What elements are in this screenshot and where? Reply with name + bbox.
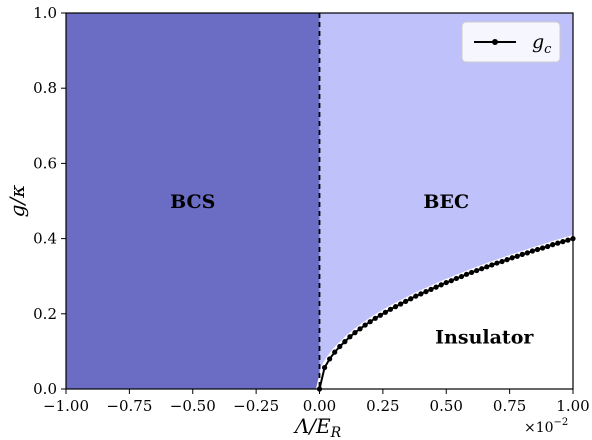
gc-point	[367, 319, 373, 325]
gc-point	[494, 260, 500, 266]
gc-point	[534, 246, 541, 253]
gc-point	[524, 250, 530, 256]
gc-point	[453, 275, 459, 282]
gc-point	[509, 255, 515, 261]
gc-point	[398, 301, 404, 307]
y-tick-label: 0.8	[33, 79, 57, 97]
gc-point	[484, 264, 490, 270]
gc-point	[469, 269, 475, 276]
bcs-label: BCS	[170, 191, 215, 213]
gc-point	[352, 330, 358, 336]
gc-point	[408, 296, 414, 302]
gc-point	[474, 267, 480, 274]
gc-point	[489, 262, 495, 268]
gc-point	[560, 239, 566, 245]
gc-point	[423, 289, 429, 295]
gc-point	[387, 306, 394, 312]
x-tick-label: −0.75	[106, 397, 152, 415]
x-tick-label: −0.50	[170, 397, 216, 415]
legend-label: gc	[532, 31, 552, 57]
x-tick-label: 0.00	[303, 397, 336, 415]
gc-point	[433, 284, 439, 290]
y-axis: 0.0 0.2 0.4 0.6 0.8 1.0	[33, 4, 66, 398]
gc-point	[362, 322, 368, 328]
gc-point	[499, 258, 505, 265]
gc-point	[463, 271, 470, 277]
bcs-region	[66, 13, 320, 389]
gc-point	[327, 356, 333, 362]
gc-point	[418, 291, 424, 297]
gc-point	[377, 312, 383, 318]
gc-point	[413, 293, 419, 299]
gc-point	[479, 266, 485, 272]
bec-label: BEC	[423, 191, 469, 213]
gc-point	[565, 237, 571, 243]
gc-point	[448, 278, 454, 284]
x-tick-label: 0.75	[493, 397, 526, 415]
gc-point	[555, 240, 561, 246]
x-tick-label: −0.25	[233, 397, 279, 415]
insulator-region	[319, 238, 573, 389]
gc-point	[403, 298, 409, 304]
gc-point	[529, 248, 536, 254]
y-tick-label: 1.0	[33, 4, 57, 22]
gc-point	[458, 273, 465, 280]
gc-point	[357, 326, 363, 332]
y-tick-label: 0.6	[33, 154, 57, 172]
x-scale-label: ×10−2	[524, 417, 568, 436]
y-axis-label: g/κ	[5, 185, 29, 218]
gc-point	[443, 279, 449, 286]
gc-point	[514, 253, 520, 259]
x-tick-label: 1.00	[556, 397, 589, 415]
legend: gc	[461, 21, 561, 63]
gc-point	[539, 245, 546, 251]
gc-point	[332, 349, 338, 355]
x-tick-label: 0.25	[366, 397, 399, 415]
gc-point	[545, 243, 551, 250]
gc-point	[504, 257, 510, 263]
gc-point	[337, 343, 343, 350]
gc-point	[372, 315, 378, 321]
insulator-label: Insulator	[435, 326, 534, 348]
x-axis-label: Λ/ER	[293, 414, 342, 440]
plot-area	[65, 12, 576, 392]
y-tick-label: 0.0	[33, 380, 57, 398]
gc-point	[382, 309, 389, 315]
gc-point	[347, 334, 353, 340]
gc-point	[438, 282, 444, 288]
gc-point	[550, 242, 556, 248]
gc-point	[342, 339, 348, 345]
gc-point	[392, 304, 399, 310]
gc-point	[519, 251, 525, 257]
gc-point	[428, 286, 434, 292]
gc-point	[321, 364, 328, 371]
x-tick-label: −1.00	[43, 397, 89, 415]
x-axis: −1.00 −0.75 −0.50 −0.25 0.00 0.25 0.50 0.75 1.00	[43, 389, 590, 415]
y-tick-label: 0.4	[33, 230, 57, 248]
y-tick-label: 0.2	[33, 305, 57, 323]
gc-points	[316, 236, 576, 392]
legend-marker	[492, 39, 498, 45]
x-tick-label: 0.50	[430, 397, 463, 415]
